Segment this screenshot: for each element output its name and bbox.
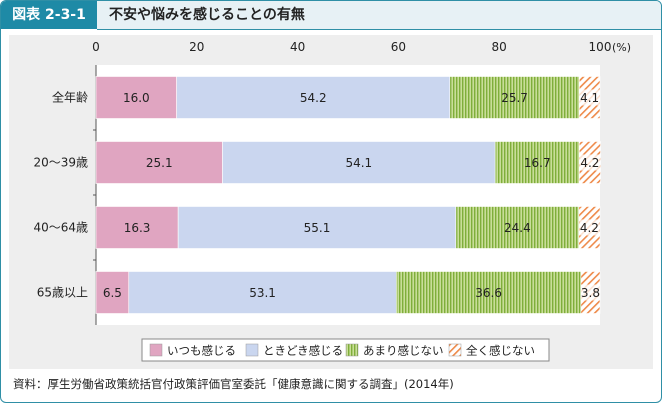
bar-segment — [449, 76, 580, 119]
bar-segment — [95, 271, 130, 314]
bar-segment — [95, 76, 177, 119]
chart-panel: 0 20 40 60 80 100 (%) 全年齢 16.0 54.2 25.7 4.1 20～39歳 2… — [9, 35, 653, 369]
data-label: 16.7 — [524, 156, 551, 170]
source-note: 資料：厚生労働省政策統括官付政策評価官室委託「健康意識に関する調査」(2014年… — [13, 377, 454, 391]
data-label: 4.2 — [580, 221, 599, 235]
legend-box — [141, 338, 550, 362]
data-label-bg — [579, 154, 600, 171]
figure-header: 図表 2-3-1 不安や悩みを感じることの有無 — [1, 1, 661, 30]
data-label: 16.3 — [124, 221, 151, 235]
bar-segment — [396, 271, 582, 314]
data-label: 25.7 — [501, 91, 528, 105]
figure-tag: 図表 2-3-1 — [1, 1, 97, 29]
legend-swatch — [149, 343, 163, 357]
category-label: 全年齢 — [52, 90, 88, 105]
legend-entry: いつも感じる — [167, 344, 236, 358]
bar-segment — [494, 141, 580, 184]
data-label: 53.1 — [249, 286, 276, 300]
legend-swatch — [448, 343, 462, 357]
legend-entry: あまり感じない — [363, 344, 444, 358]
data-label: 3.8 — [581, 286, 600, 300]
data-label-bg — [580, 284, 601, 301]
bar-segment — [128, 271, 397, 314]
bar-segment — [95, 141, 223, 184]
data-label: 4.1 — [580, 91, 599, 105]
x-tick-label: 100 — [589, 40, 612, 54]
legend-swatch — [345, 343, 359, 357]
data-label: 25.1 — [146, 156, 173, 170]
data-label: 54.1 — [345, 156, 372, 170]
category-label: 40～64歳 — [33, 221, 88, 235]
legend-swatch — [245, 343, 259, 357]
x-unit-label: (%) — [612, 41, 631, 54]
bar-segment — [176, 76, 451, 119]
data-label-bg — [579, 89, 600, 106]
x-tick-label: 80 — [492, 40, 507, 54]
data-label: 4.2 — [580, 156, 599, 170]
figure-number: 図表 2-3-1 — [12, 7, 86, 23]
data-label: 16.0 — [123, 91, 150, 105]
legend-entry: 全く感じない — [466, 344, 535, 358]
chart-title: 不安や悩みを感じることの有無 — [109, 7, 305, 23]
data-label: 36.6 — [475, 286, 502, 300]
bar-segment — [455, 206, 580, 249]
x-tick-label: 0 — [92, 40, 100, 54]
x-tick-label: 40 — [290, 40, 305, 54]
category-label: 20～39歳 — [33, 156, 88, 170]
stacked-bar-chart: 0 20 40 60 80 100 (%) 全年齢 16.0 54.2 25.7 4.1 20～39歳 2… — [33, 40, 631, 362]
bar-segment — [177, 206, 457, 249]
category-label: 65歳以上 — [37, 286, 88, 300]
data-label: 55.1 — [304, 221, 331, 235]
data-label-bg — [579, 219, 600, 236]
x-tick-label: 20 — [189, 40, 204, 54]
legend-entry: ときどき感じる — [263, 344, 343, 358]
title-bar: 不安や悩みを感じることの有無 — [97, 1, 661, 30]
data-label: 6.5 — [103, 286, 122, 300]
data-label: 54.2 — [300, 91, 327, 105]
data-label: 24.4 — [504, 221, 531, 235]
x-tick-label: 60 — [391, 40, 406, 54]
legend: いつも感じる ときどき感じる あまり感じない 全く感じない — [141, 338, 550, 362]
